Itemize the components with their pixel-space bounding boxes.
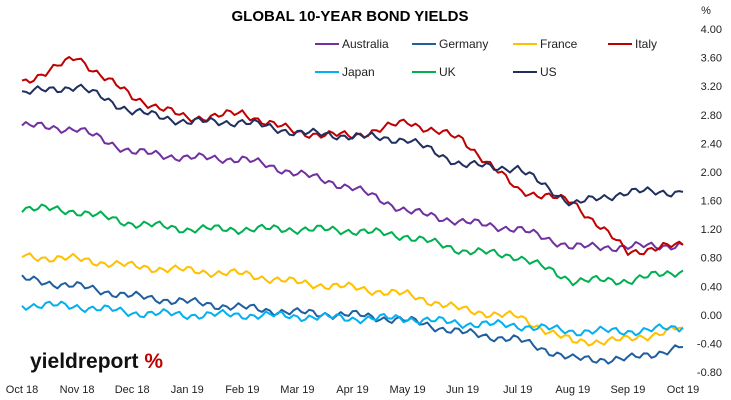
y-tick-label: 0.40 <box>701 281 722 293</box>
x-tick-label: Aug 19 <box>555 384 590 396</box>
series-lines <box>21 56 684 365</box>
y-tick-label: 2.40 <box>701 138 722 150</box>
x-tick-label: Apr 19 <box>336 384 368 396</box>
legend-label-us: US <box>540 65 557 79</box>
y-tick-label: 3.60 <box>701 53 722 65</box>
x-tick-label: Dec 18 <box>115 384 150 396</box>
x-tick-label: Feb 19 <box>225 384 259 396</box>
x-tick-label: Jun 19 <box>446 384 479 396</box>
y-tick-label: -0.40 <box>697 338 722 350</box>
series-line-us <box>21 83 684 207</box>
y-tick-label: 4.00 <box>701 24 722 36</box>
svg-text:yieldreport %: yieldreport % <box>30 350 163 373</box>
x-tick-label: Sep 19 <box>610 384 645 396</box>
legend-label-australia: Australia <box>342 37 389 51</box>
y-tick-label: 0.00 <box>701 310 722 322</box>
legend-label-japan: Japan <box>342 65 375 79</box>
y-tick-label: -0.80 <box>697 367 722 379</box>
x-tick-label: Mar 19 <box>280 384 314 396</box>
chart-title: GLOBAL 10-YEAR BOND YIELDS <box>232 8 469 25</box>
x-axis: Oct 18 Nov 18 Dec 18 Jan 19 Feb 19 Mar 19 Apr … <box>6 384 699 396</box>
legend-label-france: France <box>540 37 578 51</box>
y-tick-label: 2.00 <box>701 167 722 179</box>
legend: Australia Germany France Italy Japan UK US <box>315 37 657 79</box>
y-axis-unit-label: % <box>701 5 711 17</box>
y-axis: 4.00 3.60 3.20 2.80 2.40 2.00 1.60 1.20 0.80 0.40… <box>697 24 722 379</box>
x-tick-label: Nov 18 <box>60 384 95 396</box>
y-tick-label: 3.20 <box>701 81 722 93</box>
y-tick-label: 2.80 <box>701 110 722 122</box>
y-tick-label: 0.80 <box>701 253 722 265</box>
series-line-france <box>21 252 684 347</box>
x-tick-label: Oct 18 <box>6 384 38 396</box>
series-line-australia <box>21 121 684 253</box>
x-tick-label: May 19 <box>390 384 426 396</box>
yieldreport-logo: yieldreport % <box>30 350 163 373</box>
legend-label-italy: Italy <box>635 37 657 51</box>
series-line-japan <box>21 300 684 337</box>
x-tick-label: Jan 19 <box>171 384 204 396</box>
x-tick-label: Oct 19 <box>667 384 699 396</box>
y-tick-label: 1.20 <box>701 224 722 236</box>
logo-word: yieldreport <box>30 350 139 373</box>
legend-label-germany: Germany <box>439 37 488 51</box>
logo-percent-symbol: % <box>144 350 163 373</box>
y-tick-label: 1.60 <box>701 196 722 208</box>
x-tick-label: Jul 19 <box>503 384 532 396</box>
series-line-italy <box>21 56 684 256</box>
series-line-germany <box>21 274 684 365</box>
legend-label-uk: UK <box>439 65 456 79</box>
series-line-uk <box>21 203 684 287</box>
